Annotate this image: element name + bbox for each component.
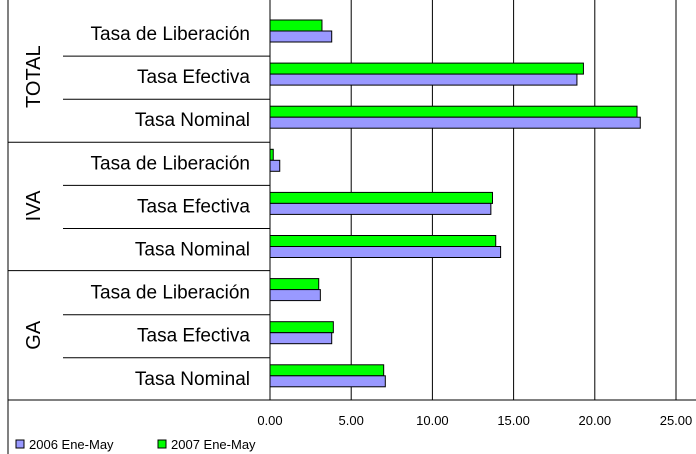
group-label: GA <box>23 320 45 350</box>
x-tick-label: 20.00 <box>579 413 612 428</box>
bar <box>269 364 385 377</box>
legend-label: 2006 Ene-May <box>29 437 114 452</box>
category-label: Tasa Nominal <box>135 110 250 131</box>
legend-label: 2007 Ene-May <box>171 437 256 452</box>
bar <box>269 148 274 161</box>
bar <box>269 159 281 172</box>
bar <box>269 235 497 247</box>
bar <box>269 321 334 334</box>
bar <box>269 375 386 388</box>
x-tick-label: 0.00 <box>257 413 282 428</box>
legend-swatch <box>157 439 167 449</box>
x-tick-label: 25.00 <box>660 413 693 428</box>
bars <box>269 19 641 388</box>
x-tick-label: 5.00 <box>339 413 364 428</box>
category-label: Tasa Nominal <box>135 369 250 390</box>
x-tick-label: 10.00 <box>416 413 449 428</box>
bar <box>269 191 493 204</box>
category-label: Tasa de Liberación <box>91 283 251 304</box>
bar <box>269 278 320 291</box>
group-label: IVA <box>23 190 45 221</box>
bar <box>269 332 333 345</box>
legend: 2006 Ene-May 2007 Ene-May <box>15 437 256 452</box>
category-label: Tasa Efectiva <box>137 326 250 347</box>
bar <box>269 246 502 258</box>
bar <box>269 202 492 215</box>
bar <box>269 105 638 118</box>
x-tick-label: 15.00 <box>497 413 530 428</box>
category-label: Tasa de Liberación <box>91 153 251 174</box>
bar <box>269 116 641 129</box>
category-labels: TOTAL Tasa de Liberación Tasa Efectiva Tasa… <box>23 24 250 390</box>
category-label: Tasa Efectiva <box>137 196 250 217</box>
x-axis-ticks: 0.00 5.00 10.00 15.00 20.00 25.00 <box>257 413 692 428</box>
group-label: TOTAL <box>23 45 45 108</box>
bar <box>269 62 584 75</box>
legend-swatch <box>15 439 25 449</box>
bar <box>269 289 321 302</box>
bar <box>269 30 333 43</box>
category-label: Tasa Efectiva <box>137 67 250 88</box>
category-label: Tasa Nominal <box>135 240 250 261</box>
category-label: Tasa de Liberación <box>91 24 251 45</box>
bar <box>269 73 578 86</box>
bar <box>269 19 323 32</box>
